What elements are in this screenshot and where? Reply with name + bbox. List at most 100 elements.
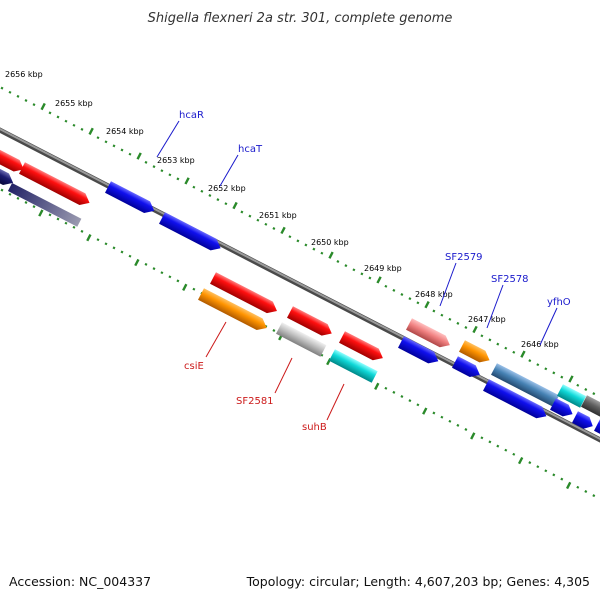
tick-label-2651: 2651 kbp [259,211,297,220]
gene-label-SF2581[interactable]: SF2581 [236,396,274,407]
ruler-dot [56,115,60,119]
ruler-tick [424,301,430,309]
gene-label-SF2579[interactable]: SF2579 [445,252,483,263]
gene-feature[interactable] [557,384,587,408]
gene-feature[interactable] [159,212,224,254]
ruler-dot [560,477,564,481]
ruler-dot [416,301,420,305]
tick-labels: 2656 kbp 2655 kbp 2654 kbp 2653 kbp 2652… [5,70,559,349]
ruler-dot [160,169,164,173]
ruler-tick [182,283,188,291]
gene-feature[interactable] [339,331,386,364]
ruler-dot [432,309,436,313]
ruler-dot [48,111,52,115]
ruler-dot [488,338,492,342]
ruler-tick [565,481,572,490]
ruler-dot [352,268,356,272]
ruler-dot [544,367,548,371]
gene-feature[interactable] [572,411,596,432]
gene-feature[interactable] [452,356,483,380]
gene-feature[interactable] [7,183,82,227]
ruler-dot [0,188,4,192]
ruler-dot [112,246,116,250]
gene-feature[interactable] [276,322,327,357]
ruler-dot [144,262,148,266]
ruler-dot [96,136,100,140]
ruler-dot [584,490,588,493]
gene-feature[interactable] [406,318,453,351]
gene-feature[interactable] [550,398,576,420]
gene-feature[interactable] [483,379,549,422]
ruler-tick [568,375,574,383]
ruler-dot [32,103,36,107]
gene-feature[interactable] [105,181,157,216]
map-title: Shigella flexneri 2a str. 301, complete … [148,11,453,26]
ruler-dot [448,419,452,423]
gene-label-hcaT[interactable]: hcaT [238,144,263,155]
ruler-dot [592,494,596,498]
ruler-dot [528,461,532,465]
gene-feature[interactable] [459,340,493,366]
ruler-dot [104,242,108,246]
ruler-tick [184,177,190,185]
ruler-dot [72,225,76,229]
ruler-dot [120,250,124,254]
gene-feature[interactable] [491,363,560,407]
ruler-dot [392,390,396,394]
gene-feature[interactable] [210,272,280,317]
ruler-dot [480,334,484,338]
ruler-dot [72,123,76,127]
ruler-dot [512,350,516,354]
ruler-dot [496,444,500,448]
ruler-dot [176,177,180,181]
ruler-dot [432,411,436,415]
gene-label-SF2578[interactable]: SF2578 [491,274,529,285]
tick-label-2656: 2656 kbp [5,70,43,79]
ruler-dot [192,185,196,189]
ruler-dot [120,148,124,152]
tick-label-2647: 2647 kbp [468,315,506,324]
ruler-dot [24,99,28,102]
ruler-dot [152,165,156,169]
genome-summary-text: Topology: circular; Length: 4,607,203 bp… [246,574,590,589]
ruler-dot [464,428,468,431]
gene-label-suhB[interactable]: suhB [302,422,327,433]
sequence-rulers [0,86,596,498]
gene-feature[interactable] [329,349,378,383]
ruler-dot [8,192,12,196]
gene-label-hcaR[interactable]: hcaR [179,110,204,121]
ruler-tick [40,102,46,111]
ruler-dot [480,436,484,440]
gene-feature[interactable] [0,165,16,188]
ruler-dot [448,317,452,321]
gene-feature[interactable] [398,336,441,367]
ruler-tick [472,325,478,334]
ruler-dot [536,465,540,469]
gene-label-leaders [156,120,558,421]
ruler-dot [128,254,132,258]
gene-feature[interactable] [581,395,600,417]
ruler-dot [552,473,556,477]
gene-feature[interactable] [287,306,335,339]
ruler-dot [464,326,468,329]
gene-features [0,146,600,437]
ruler-dot [80,127,84,131]
ruler-dot [440,415,444,419]
ruler-dot [152,267,156,271]
ruler-dot [504,448,508,452]
ruler-dot [400,395,404,398]
gene-label-csiE[interactable]: csiE [184,361,204,372]
gene-feature[interactable] [594,419,600,437]
ruler-tick [88,127,94,135]
gene-label-yfhO[interactable]: yfhO [547,297,571,308]
ruler-dot [128,152,132,156]
ruler-dot [32,205,36,209]
gene-feature[interactable] [198,288,270,333]
gene-feature[interactable] [19,162,92,208]
ruler-dot [408,297,412,301]
ruler-dot [240,210,244,214]
tick-label-2649: 2649 kbp [364,264,402,273]
ruler-dot [288,235,292,239]
gene-feature[interactable] [0,146,27,175]
